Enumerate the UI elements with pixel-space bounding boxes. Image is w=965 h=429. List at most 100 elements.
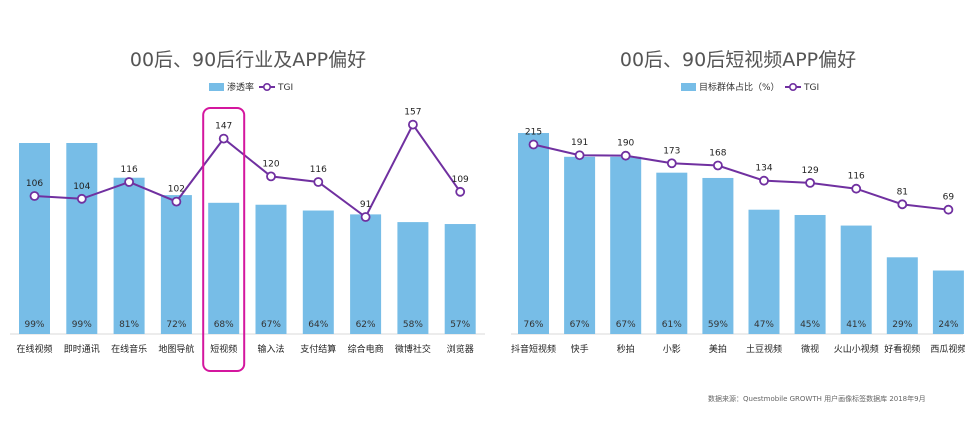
right-tgi-label-2: 190 bbox=[617, 139, 634, 149]
right-bar-label-8: 29% bbox=[892, 320, 912, 330]
right-tgi-point-2 bbox=[620, 150, 631, 161]
left-bar-8 bbox=[397, 222, 429, 334]
right-category-label-6: 微视 bbox=[801, 343, 819, 355]
left-tgi-point-2 bbox=[124, 177, 135, 187]
right-category-label-9: 西瓜视频 bbox=[930, 343, 965, 355]
left-tgi-point-3 bbox=[171, 196, 182, 207]
left-bar-label-1: 99% bbox=[72, 320, 92, 330]
right-bar-4 bbox=[702, 177, 734, 334]
left-tgi-point-0 bbox=[29, 191, 40, 201]
left-bar-2 bbox=[113, 177, 145, 334]
right-category-label-8: 好看视频 bbox=[884, 343, 920, 355]
left-bar-4 bbox=[208, 202, 240, 334]
right-legend-line-label: TGI bbox=[803, 83, 819, 93]
left-tgi-label-4: 147 bbox=[215, 122, 232, 132]
left-tgi-point-5 bbox=[266, 171, 276, 182]
left-category-label-8: 微博社交 bbox=[395, 343, 431, 355]
left-legend-line-label: TGI bbox=[277, 83, 293, 93]
left-bar-label-7: 62% bbox=[356, 320, 376, 330]
left-bar-7 bbox=[350, 214, 382, 334]
left-bar-3 bbox=[160, 195, 192, 334]
right-chart-title: 00后、90后短视频APP偏好 bbox=[620, 49, 856, 71]
right-category-label-1: 快手 bbox=[571, 343, 589, 355]
left-category-label-6: 支付结算 bbox=[300, 343, 336, 355]
left-bar-0 bbox=[19, 143, 50, 334]
right-bar-label-9: 24% bbox=[938, 320, 958, 330]
left-tgi-point-8 bbox=[407, 119, 418, 130]
right-bar-7 bbox=[840, 225, 872, 334]
right-chart-plot: 76% 抖音短视频 67% 快手 67% 秒拍 61% 小影 59% 美拍 47% 土豆视频 45% 微视… bbox=[511, 128, 965, 355]
left-bar-label-9: 57% bbox=[450, 320, 470, 330]
right-tgi-point-6 bbox=[805, 178, 815, 188]
left-category-label-1: 即时通讯 bbox=[64, 343, 100, 355]
right-tgi-point-9 bbox=[943, 204, 954, 215]
left-category-label-3: 地图导航 bbox=[158, 343, 194, 355]
right-tgi-label-8: 81 bbox=[897, 187, 908, 197]
left-tgi-label-0: 106 bbox=[26, 179, 43, 189]
left-tgi-label-1: 104 bbox=[73, 182, 90, 192]
left-category-label-2: 在线音乐 bbox=[111, 343, 147, 355]
right-bar-8 bbox=[886, 257, 918, 334]
right-tgi-point-0 bbox=[528, 139, 539, 150]
left-tgi-label-5: 120 bbox=[262, 159, 279, 169]
right-bar-0 bbox=[518, 133, 549, 334]
right-category-label-4: 美拍 bbox=[709, 343, 727, 355]
left-tgi-point-9 bbox=[455, 186, 466, 197]
right-tgi-point-8 bbox=[897, 199, 908, 210]
right-tgi-label-6: 129 bbox=[802, 166, 819, 176]
left-category-label-0: 在线视频 bbox=[16, 343, 52, 355]
left-bar-5 bbox=[255, 204, 287, 334]
right-legend-bar-label: 目标群体占比（%） bbox=[699, 81, 780, 93]
left-bar-label-8: 58% bbox=[403, 320, 423, 330]
left-bar-label-4: 68% bbox=[214, 320, 234, 330]
right-category-label-2: 秒拍 bbox=[617, 343, 635, 355]
left-tgi-label-8: 157 bbox=[404, 108, 421, 118]
left-bar-9 bbox=[444, 224, 476, 334]
left-tgi-point-4 bbox=[218, 133, 229, 144]
left-bar-label-2: 81% bbox=[119, 320, 139, 330]
right-legend-bar-swatch bbox=[681, 83, 696, 91]
right-bar-5 bbox=[748, 209, 780, 334]
left-chart-plot: 99% 在线视频 99% 即时通讯 81% 在线音乐 72% 地图导航 68% 短视频 67% 输入法… bbox=[16, 107, 476, 372]
right-tgi-label-9: 69 bbox=[943, 193, 955, 203]
right-tgi-point-5 bbox=[759, 175, 769, 186]
left-tgi-point-1 bbox=[76, 193, 87, 204]
left-tgi-label-7: 91 bbox=[360, 200, 371, 210]
left-legend-bar-swatch bbox=[209, 83, 224, 91]
left-bar-label-3: 72% bbox=[166, 320, 186, 330]
right-bar-label-1: 67% bbox=[570, 320, 590, 330]
right-bar-6 bbox=[794, 214, 826, 334]
left-bar-label-5: 67% bbox=[261, 320, 281, 330]
left-legend-bar-label: 渗透率 bbox=[227, 81, 254, 93]
right-tgi-label-3: 173 bbox=[663, 146, 680, 156]
right-tgi-point-7 bbox=[851, 183, 862, 194]
right-legend-line-marker bbox=[788, 83, 797, 92]
left-category-label-5: 输入法 bbox=[257, 343, 284, 355]
right-tgi-line bbox=[533, 143, 949, 211]
left-tgi-line bbox=[34, 122, 462, 219]
right-tgi-point-3 bbox=[666, 158, 677, 169]
right-tgi-label-4: 168 bbox=[709, 148, 726, 158]
right-category-label-0: 抖音短视频 bbox=[511, 343, 556, 355]
left-bar-6 bbox=[302, 210, 334, 334]
right-bar-1 bbox=[564, 156, 596, 334]
left-category-label-7: 综合电商 bbox=[348, 343, 384, 355]
right-tgi-label-5: 134 bbox=[755, 164, 772, 174]
right-bar-label-4: 59% bbox=[708, 320, 728, 330]
right-category-label-5: 土豆视频 bbox=[746, 343, 782, 355]
right-bar-label-7: 41% bbox=[846, 320, 866, 330]
right-bar-label-0: 76% bbox=[523, 320, 543, 330]
right-tgi-point-4 bbox=[713, 160, 723, 171]
right-tgi-point-1 bbox=[574, 150, 585, 161]
left-legend-line-marker bbox=[262, 83, 271, 92]
left-tgi-point-7 bbox=[360, 212, 371, 222]
left-category-label-9: 浏览器 bbox=[447, 343, 474, 355]
left-tgi-label-6: 116 bbox=[310, 165, 327, 175]
left-bar-label-0: 99% bbox=[24, 320, 44, 330]
left-highlight-box bbox=[202, 107, 246, 372]
right-bar-label-2: 67% bbox=[616, 320, 636, 330]
left-bar-label-6: 64% bbox=[308, 320, 328, 330]
right-tgi-label-0: 215 bbox=[525, 128, 542, 138]
